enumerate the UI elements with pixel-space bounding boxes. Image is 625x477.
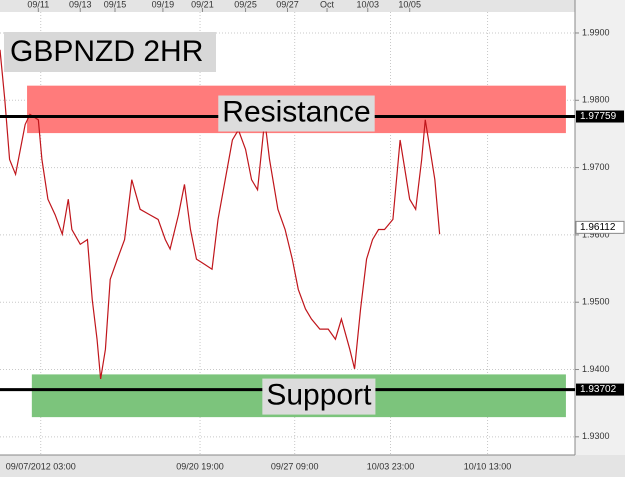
x-tick-label: 10/03 23:00 xyxy=(367,461,415,471)
top-x-tick-label: 09/25 xyxy=(234,0,257,9)
x-tick-label: 09/20 19:00 xyxy=(176,461,224,471)
bottom-strip xyxy=(0,455,625,477)
top-x-tick-label: 10/03 xyxy=(356,0,379,9)
level-price-box xyxy=(576,383,624,396)
y-tick-label: 1.9600 xyxy=(582,229,610,239)
top-x-tick-label: 09/21 xyxy=(191,0,214,9)
y-tick-label: 1.9900 xyxy=(582,27,610,37)
last-price-box xyxy=(575,220,625,234)
level-price: 1.97759 xyxy=(580,111,617,122)
chart-title: GBPNZD 2HR xyxy=(10,35,203,68)
x-tick-label: 10/10 13:00 xyxy=(464,461,512,471)
top-x-tick-label: Oct xyxy=(320,0,335,9)
top-x-tick-label: 09/13 xyxy=(69,0,92,9)
annotation: Support xyxy=(266,378,372,411)
top-x-tick-label: 09/27 xyxy=(276,0,299,9)
top-strip xyxy=(0,0,575,12)
price-line xyxy=(0,49,441,380)
y-tick-label: 1.9700 xyxy=(582,162,610,172)
title-box xyxy=(4,32,216,72)
y-tick-label: 1.9300 xyxy=(582,431,610,441)
annotation: Resistance xyxy=(222,95,370,128)
annotation-box xyxy=(218,95,375,132)
top-x-tick-label: 09/15 xyxy=(104,0,127,9)
x-tick-label: 09/27 09:00 xyxy=(271,461,319,471)
last-price: 1.96112 xyxy=(580,222,616,233)
y-tick-label: 1.9400 xyxy=(582,364,610,374)
top-x-tick-label: 09/19 xyxy=(152,0,175,9)
top-x-tick-label: 09/11 xyxy=(27,0,49,9)
annotation-box xyxy=(262,378,376,415)
y-tick-label: 1.9500 xyxy=(582,297,610,307)
y-tick-label: 1.9800 xyxy=(582,95,610,105)
level-price-box xyxy=(576,110,624,123)
top-x-tick-label: 10/05 xyxy=(398,0,421,9)
x-tick-label: 09/07/2012 03:00 xyxy=(6,461,76,471)
level-price: 1.93702 xyxy=(580,384,617,395)
